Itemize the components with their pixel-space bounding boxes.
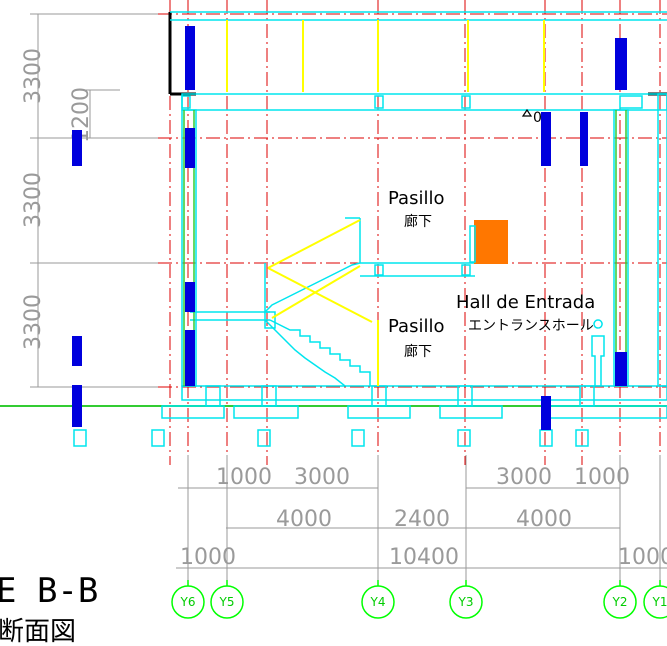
vertical-dimension-chain — [30, 13, 158, 388]
room-pasillo-upper: Pasillo — [388, 188, 444, 209]
drawing-subtitle: 断面図 — [0, 617, 76, 646]
dim-row3-b: 10400 — [389, 545, 459, 570]
grid-lines — [38, 0, 667, 465]
blue-columns — [72, 26, 627, 430]
structure — [73, 11, 667, 447]
level-mark-icon — [521, 108, 533, 117]
yellow-elements — [226, 20, 545, 386]
dim-row3-a: 1000 — [180, 545, 236, 570]
dim-level-3: 3300 — [21, 48, 46, 104]
roof-outline — [168, 12, 667, 96]
dim-row1-c: 3000 — [496, 465, 552, 490]
drawing-title: E B-B — [0, 571, 98, 611]
level-mark-label: 0 — [533, 110, 542, 126]
dim-level-2: 3300 — [21, 172, 46, 228]
room-pasillo-upper-jp: 廊下 — [404, 213, 432, 230]
dim-row2-b: 2400 — [394, 507, 450, 532]
room-hall: Hall de Entrada — [456, 292, 595, 313]
axis-y3: Y3 — [458, 595, 474, 609]
dim-row1-b: 3000 — [294, 465, 350, 490]
horizontal-dimension-lines — [176, 455, 667, 580]
axis-y6: Y6 — [180, 595, 196, 609]
orange-panel — [474, 220, 508, 264]
axis-y4: Y4 — [370, 595, 386, 609]
room-pasillo-lower: Pasillo — [388, 316, 444, 337]
axis-y5: Y5 — [219, 595, 235, 609]
dim-row1-a: 1000 — [216, 465, 272, 490]
axis-y1: Y1 — [652, 595, 667, 609]
dim-row3-c: 1000 — [618, 545, 667, 570]
dim-level-1: 3300 — [21, 294, 46, 350]
dim-row1-d: 1000 — [574, 465, 630, 490]
dim-row2-c: 4000 — [516, 507, 572, 532]
axis-bubbles — [171, 580, 667, 619]
axis-y2: Y2 — [612, 595, 628, 609]
room-pasillo-lower-jp: 廊下 — [404, 343, 432, 360]
room-hall-jp: エントランスホール — [468, 318, 594, 334]
dim-row2-a: 4000 — [276, 507, 332, 532]
orange-panel-edge — [469, 225, 476, 263]
